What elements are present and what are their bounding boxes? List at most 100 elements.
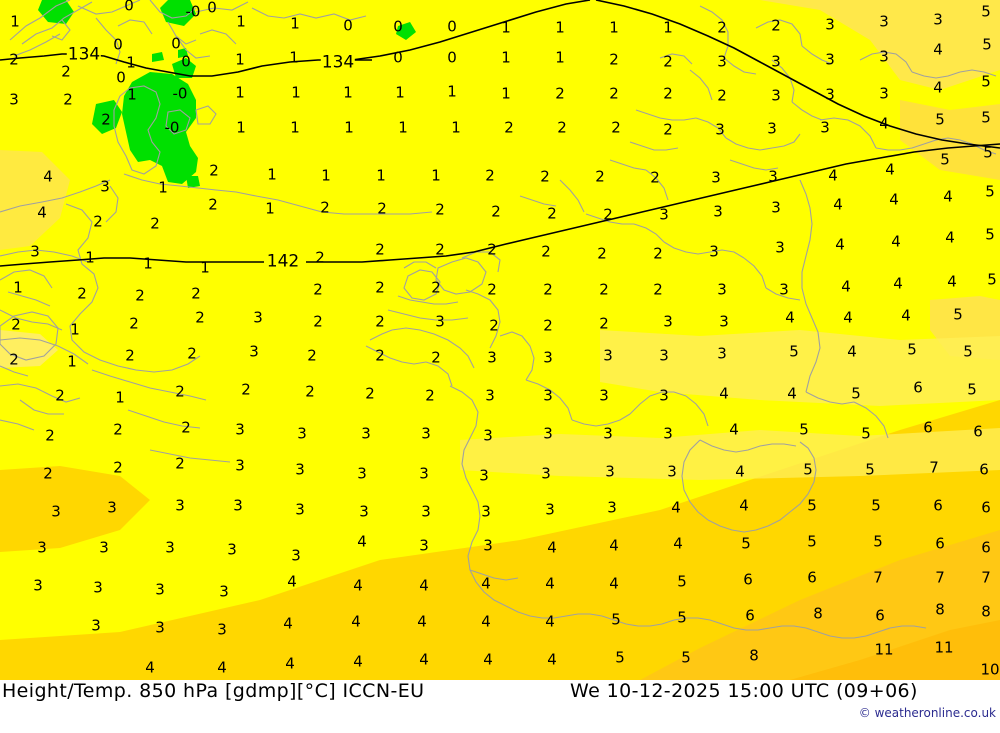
temperature-value: 2 — [43, 464, 53, 483]
temperature-value: 2 — [489, 316, 499, 335]
temperature-value: 3 — [717, 280, 727, 299]
temperature-value: 3 — [768, 167, 778, 186]
temperature-value: 0 — [447, 17, 457, 36]
temperature-value: 4 — [933, 40, 943, 59]
temperature-value: 6 — [981, 498, 991, 517]
temperature-value: 4 — [417, 612, 427, 631]
temperature-value: 2 — [487, 240, 497, 259]
temperature-value: 1 — [431, 166, 441, 185]
temperature-value: 2 — [487, 280, 497, 299]
temperature-value: 4 — [879, 114, 889, 133]
temperature-value: 1 — [501, 84, 511, 103]
temperature-value: 5 — [985, 182, 995, 201]
temperature-value: 3 — [33, 576, 43, 595]
temperature-value: 2 — [431, 348, 441, 367]
temperature-value: 5 — [803, 460, 813, 479]
temperature-value: 4 — [729, 420, 739, 439]
temperature-value: 3 — [771, 198, 781, 217]
temperature-value: 3 — [435, 312, 445, 331]
temperature-value: 0 — [124, 0, 134, 15]
temperature-value: 1 — [501, 48, 511, 67]
temperature-value: 5 — [861, 424, 871, 443]
temperature-value: 1 — [290, 14, 300, 33]
temperature-value: 2 — [241, 380, 251, 399]
temperature-value: 4 — [847, 342, 857, 361]
temperature-value: 6 — [979, 460, 989, 479]
temperature-value: 2 — [129, 314, 139, 333]
temperature-value: 5 — [865, 460, 875, 479]
temperature-value: 3 — [719, 312, 729, 331]
temperature-value: 0 — [181, 52, 191, 71]
temperature-value: 1 — [236, 12, 246, 31]
temperature-value: 4 — [735, 462, 745, 481]
temperature-value: 5 — [851, 384, 861, 403]
temperature-value: 2 — [9, 50, 19, 69]
temperature-value: 3 — [543, 348, 553, 367]
chart-title: Height/Temp. 850 hPa [gdmp][°C] ICCN-EU — [2, 680, 425, 702]
temperature-value: 5 — [681, 648, 691, 667]
temperature-value: 4 — [353, 576, 363, 595]
temperature-value: 3 — [825, 50, 835, 69]
temperature-value: 3 — [603, 424, 613, 443]
temperature-value: 5 — [981, 108, 991, 127]
temperature-value: 6 — [745, 606, 755, 625]
temperature-value: 6 — [973, 422, 983, 441]
temperature-value: 3 — [779, 280, 789, 299]
temperature-value: 3 — [361, 424, 371, 443]
temperature-value: 1 — [555, 48, 565, 67]
temperature-value: 5 — [807, 532, 817, 551]
temperature-value: 3 — [659, 386, 669, 405]
temperature-value: 6 — [743, 570, 753, 589]
temperature-value: 7 — [935, 568, 945, 587]
temperature-value: 2 — [547, 204, 557, 223]
temperature-value: 3 — [93, 578, 103, 597]
temperature-value: 3 — [820, 118, 830, 137]
weather-map-canvas[interactable]: 1 0 0 -0 1 1 0 0 0 1 1 1 1 2 2 3 3 3 5 2 0 0 1 0 1 1 0 0 1 1 2 2 3 3 3 3 4 5 2… — [0, 0, 1000, 680]
temperature-value: 3 — [603, 346, 613, 365]
temperature-value: 2 — [175, 454, 185, 473]
temperature-value: 4 — [945, 228, 955, 247]
temperature-value: 4 — [719, 384, 729, 403]
temperature-value: 2 — [375, 346, 385, 365]
temperature-value: 1 — [289, 48, 299, 67]
temperature-value: 4 — [841, 277, 851, 296]
temperature-value: 3 — [879, 84, 889, 103]
temperature-value: 3 — [291, 546, 301, 565]
temperature-value: 2 — [543, 316, 553, 335]
temperature-value: 3 — [485, 386, 495, 405]
temperature-value: 2 — [113, 458, 123, 477]
temperature-value: 3 — [30, 242, 40, 261]
contour-height-label: 134 — [66, 44, 102, 65]
temperature-value: 3 — [715, 120, 725, 139]
temperature-value: 8 — [749, 646, 759, 665]
temperature-value: 7 — [929, 458, 939, 477]
temperature-value: 3 — [607, 498, 617, 517]
temperature-value: 3 — [713, 202, 723, 221]
temperature-value: 1 — [663, 18, 673, 37]
temperature-value: 3 — [667, 462, 677, 481]
temperature-value: 1 — [115, 388, 125, 407]
temperature-value: 3 — [483, 536, 493, 555]
temperature-value: 2 — [11, 315, 21, 334]
temperature-value: 4 — [217, 658, 227, 677]
temperature-value: 3 — [483, 426, 493, 445]
map-footer: Height/Temp. 850 hPa [gdmp][°C] ICCN-EU … — [0, 680, 1000, 733]
temperature-value: 3 — [359, 502, 369, 521]
temperature-value: 3 — [879, 47, 889, 66]
temperature-value: 2 — [63, 90, 73, 109]
temperature-value: 2 — [653, 280, 663, 299]
temperature-value: 4 — [287, 572, 297, 591]
temperature-value: 3 — [421, 502, 431, 521]
temperature-value: 5 — [967, 380, 977, 399]
temperature-value: 4 — [787, 384, 797, 403]
temperature-value: 3 — [599, 386, 609, 405]
temperature-value: 2 — [113, 420, 123, 439]
temperature-value: 2 — [45, 426, 55, 445]
temperature-value: 2 — [375, 278, 385, 297]
temperature-value: 2 — [208, 195, 218, 214]
temperature-value: 4 — [739, 496, 749, 515]
temperature-value: 1 — [376, 166, 386, 185]
temperature-value: 1 — [267, 165, 277, 184]
temperature-value: 3 — [235, 420, 245, 439]
